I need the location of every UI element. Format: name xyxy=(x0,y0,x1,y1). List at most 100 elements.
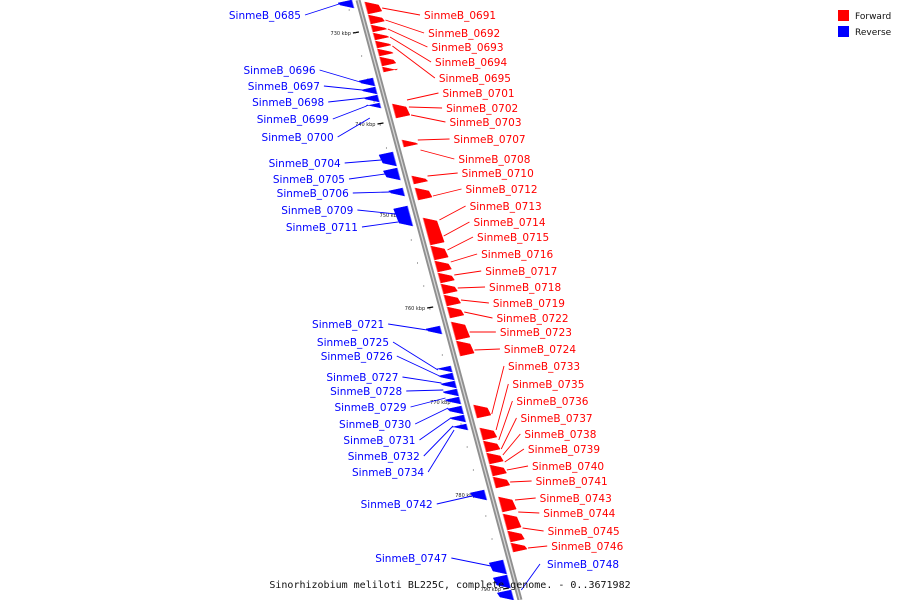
leader-line-reverse xyxy=(423,425,454,457)
gene-label-forward: SinmeB_0716 xyxy=(481,249,553,261)
gene-block-reverse xyxy=(447,405,465,415)
gene-label-reverse: SinmeB_0725 xyxy=(317,337,389,349)
gene-label-reverse: SinmeB_0748 xyxy=(547,559,619,571)
gene-block-forward xyxy=(482,440,501,453)
gene-block-forward-edge xyxy=(455,340,461,357)
gene-block-reverse xyxy=(362,94,380,103)
leader-line-forward xyxy=(498,400,513,441)
leader-line-reverse xyxy=(414,407,449,425)
gene-block-forward xyxy=(430,245,449,261)
gene-block-reverse-edge xyxy=(454,380,458,389)
gene-label-reverse: SinmeB_0699 xyxy=(257,114,329,126)
leader-line-reverse xyxy=(392,341,439,371)
gene-block-reverse-edge xyxy=(396,167,402,181)
gene-label-reverse: SinmeB_0709 xyxy=(281,205,353,217)
leader-line-reverse xyxy=(323,85,363,91)
leader-line-reverse xyxy=(410,397,446,408)
gene-block-forward-edge xyxy=(370,24,374,33)
leader-line-forward xyxy=(389,36,432,63)
gene-block-forward-edge xyxy=(502,513,508,531)
leader-line-forward xyxy=(457,286,486,289)
gene-block-forward xyxy=(374,40,392,49)
gene-label-reverse: SinmeB_0728 xyxy=(330,386,402,398)
legend-reverse-swatch xyxy=(838,26,849,37)
gene-block-reverse xyxy=(442,388,460,397)
tick-mark xyxy=(377,122,384,125)
gene-block-reverse-edge xyxy=(439,325,443,335)
leader-line-forward xyxy=(510,480,532,483)
legend-reverse-label: Reverse xyxy=(855,28,892,38)
leader-line-forward xyxy=(387,28,428,48)
gene-label-reverse: SinmeB_0734 xyxy=(352,467,424,479)
gene-block-reverse xyxy=(488,559,508,575)
gene-block-reverse-edge xyxy=(456,388,460,397)
gene-block-forward xyxy=(434,260,452,273)
gene-block-reverse-edge xyxy=(379,102,382,109)
leader-line-forward xyxy=(500,417,517,450)
gene-block-reverse-edge xyxy=(452,372,456,381)
gene-block-reverse xyxy=(436,365,453,373)
tick-label: 740 kbp xyxy=(355,122,375,128)
gene-block-forward xyxy=(489,464,507,477)
gene-block-reverse xyxy=(449,414,467,423)
gene-block-forward xyxy=(401,139,419,148)
leader-line-layer xyxy=(304,3,548,591)
leader-line-reverse xyxy=(406,389,444,392)
gene-block-forward xyxy=(473,404,492,419)
gene-block-forward xyxy=(502,513,522,531)
leader-line-reverse xyxy=(357,209,396,215)
leader-line-forward xyxy=(417,138,450,141)
gene-label-reverse: SinmeB_0706 xyxy=(277,188,349,200)
gene-label-forward: SinmeB_0741 xyxy=(536,476,608,488)
leader-line-forward xyxy=(410,114,446,123)
gene-block-forward-edge xyxy=(510,542,514,553)
gene-block-reverse xyxy=(425,325,443,335)
gene-block-forward xyxy=(485,452,504,465)
gene-block-reverse-edge xyxy=(502,559,508,575)
gene-block-reverse-edge xyxy=(510,589,515,600)
gene-block-reverse xyxy=(360,86,378,95)
gene-label-forward: SinmeB_0693 xyxy=(431,42,503,54)
gene-block-forward xyxy=(422,217,445,246)
gene-block-reverse xyxy=(358,77,376,87)
gene-label-reverse: SinmeB_0742 xyxy=(361,499,433,511)
gene-block-forward xyxy=(479,427,498,441)
leader-line-reverse xyxy=(332,105,367,120)
gene-block-forward-edge xyxy=(433,260,438,273)
gene-block-reverse-edge xyxy=(450,365,453,373)
gene-block-reverse xyxy=(382,167,401,181)
leader-line-forward xyxy=(464,311,493,319)
gene-label-forward: SinmeB_0715 xyxy=(477,232,549,244)
leader-line-forward xyxy=(495,383,509,431)
gene-label-reverse: SinmeB_0727 xyxy=(326,372,398,384)
leader-line-reverse xyxy=(319,69,361,83)
gene-block-forward xyxy=(510,542,528,553)
leader-line-forward xyxy=(443,221,470,237)
gene-label-reverse: SinmeB_0696 xyxy=(243,65,315,77)
leader-line-reverse xyxy=(348,173,386,180)
gene-label-forward: SinmeB_0710 xyxy=(462,168,534,180)
gene-label-forward: SinmeB_0738 xyxy=(524,429,596,441)
gene-block-reverse-edge xyxy=(506,574,512,589)
gene-block-reverse-edge xyxy=(407,205,414,227)
gene-label-forward: SinmeB_0736 xyxy=(516,396,588,408)
gene-block-forward xyxy=(492,476,511,489)
gene-block-reverse xyxy=(393,205,414,227)
gene-block-forward-edge xyxy=(482,440,487,453)
gene-block-reverse xyxy=(440,380,458,389)
gene-block-forward-edge xyxy=(401,139,405,148)
gene-label-reverse: SinmeB_0700 xyxy=(262,132,334,144)
leader-line-forward xyxy=(385,19,425,34)
leader-line-reverse xyxy=(328,97,365,103)
gene-block-forward-edge xyxy=(372,32,376,41)
leader-line-reverse xyxy=(304,3,340,16)
gene-label-forward: SinmeB_0743 xyxy=(540,493,612,505)
gene-block-forward-edge xyxy=(391,103,397,119)
gene-label-forward: SinmeB_0708 xyxy=(458,154,530,166)
gene-block-reverse-edge xyxy=(375,86,378,95)
gene-block-reverse xyxy=(469,489,488,501)
gene-block-forward-edge xyxy=(472,404,478,419)
gene-label-forward: SinmeB_0745 xyxy=(548,526,620,538)
gene-block-forward xyxy=(381,66,398,73)
